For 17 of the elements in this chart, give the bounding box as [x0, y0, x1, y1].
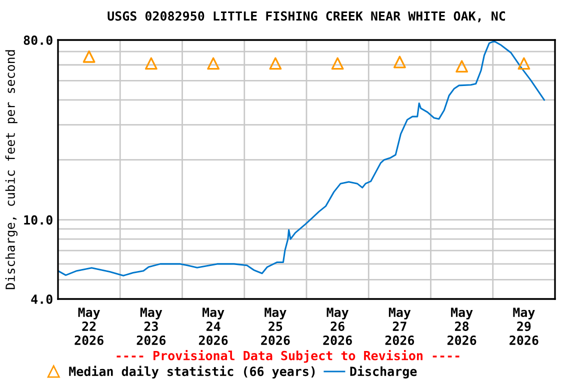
x-tick-label: May 25 2026 — [261, 308, 290, 346]
x-tick-label: May 22 2026 — [74, 308, 104, 346]
x-tick-label: May 26 2026 — [323, 308, 352, 346]
y-tick-label: 10.0 — [24, 215, 52, 225]
x-tick-label: May 29 2026 — [510, 308, 538, 346]
x-tick-label: May 28 2026 — [447, 308, 476, 346]
x-tick-label: May 27 2026 — [385, 308, 414, 346]
text: ---- Provisional Data Subject to Revision ---- — [116, 350, 460, 363]
x-tick-label: May 24 2026 — [198, 308, 228, 346]
x-tick-label: May 23 2026 — [136, 308, 166, 346]
y-axis-title: Discharge, cubic feet per second — [5, 50, 18, 290]
legend-label: Median daily statistic (66 years) — [69, 366, 315, 378]
chart-title: USGS 02082950 LITTLE FISHING CREEK NEAR WHITE OAK, NC — [108, 11, 506, 22]
y-tick-label: 4.0 — [31, 294, 52, 304]
legend-label: Discharge — [350, 366, 417, 378]
line-series — [58, 40, 545, 276]
y-tick-label: 80.0 — [24, 35, 52, 45]
